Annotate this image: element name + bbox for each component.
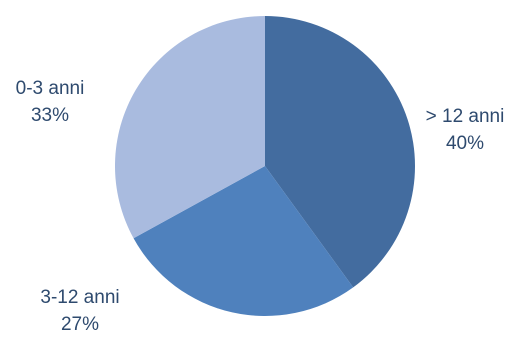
slice-value-3-12-anni: 27% [60,314,100,335]
pie-slice-12-anni [265,16,415,288]
slice-label-0-3-anni: 0-3 anni 33% [0,75,100,129]
slice-category-gt-12-anni: > 12 anni [425,106,505,127]
slice-category-0-3-anni: 0-3 anni [15,78,85,99]
pie-slices [114,15,415,317]
pie-slice-0-3-anni [114,15,265,239]
slice-category-3-12-anni: 3-12 anni [40,287,120,308]
slice-label-3-12-anni: 3-12 anni 27% [25,284,135,338]
slice-value-0-3-anni: 33% [30,105,70,126]
slice-value-gt-12-anni: 40% [445,133,485,154]
slice-label-gt-12-anni: > 12 anni 40% [405,103,522,157]
pie-slice-3-12-anni [133,166,354,317]
